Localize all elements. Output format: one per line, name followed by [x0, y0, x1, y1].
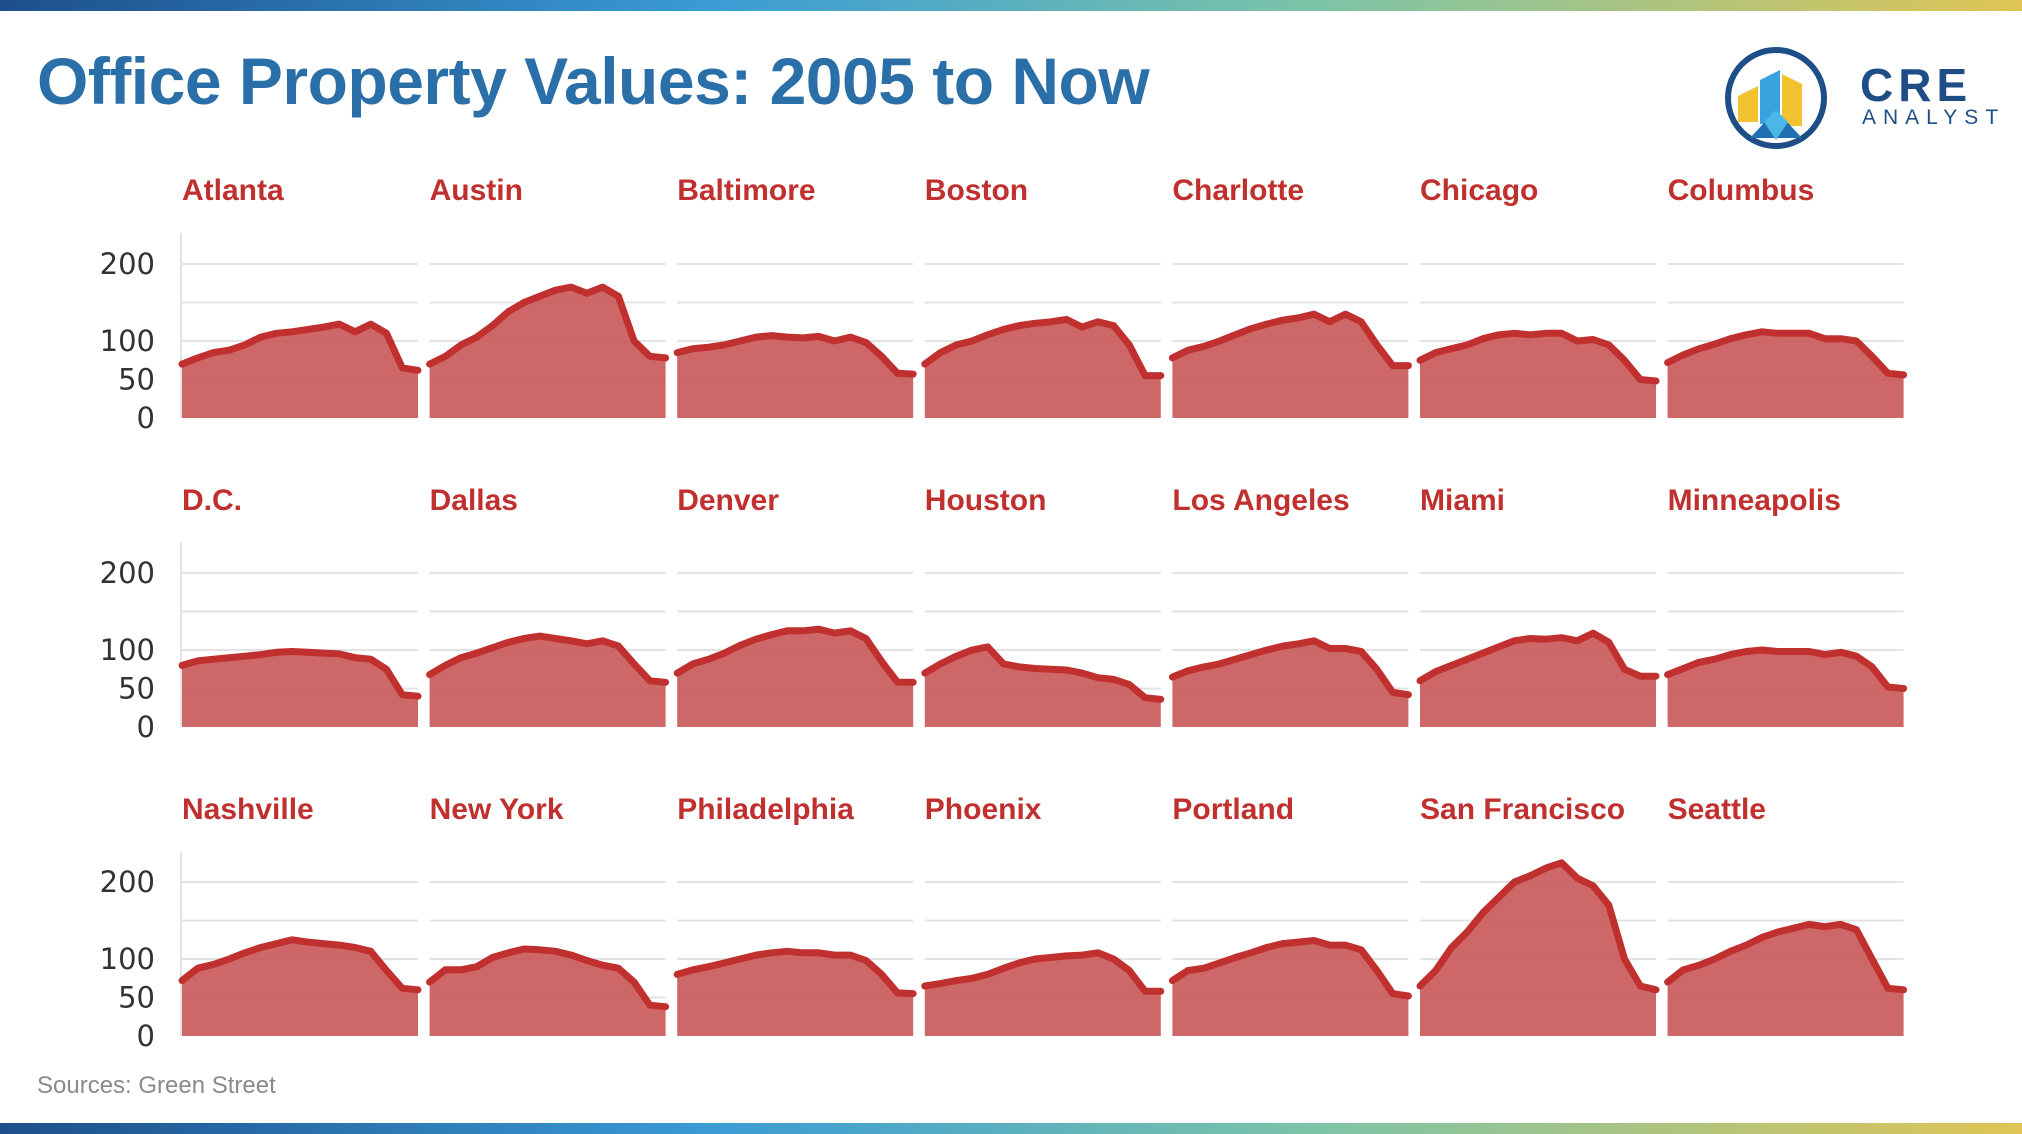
- series-area: [677, 335, 914, 418]
- series-line: [1168, 937, 1412, 1000]
- logo-mark-icon: [1725, 47, 1827, 149]
- panel-title: Denver: [677, 484, 779, 517]
- panel-title: San Francisco: [1420, 793, 1625, 826]
- y-tick-label: 200: [100, 865, 155, 899]
- page-title: Office Property Values: 2005 to Now: [37, 44, 1150, 118]
- y-tick-label: 200: [100, 556, 155, 590]
- panel-title: Columbus: [1668, 174, 1815, 207]
- series-line: [921, 949, 1165, 995]
- series-area: [1420, 333, 1656, 418]
- series-line: [426, 945, 670, 1011]
- series-area: [1667, 924, 1904, 1036]
- source-note: Sources: Green Street: [37, 1072, 276, 1099]
- series-area: [677, 951, 914, 1036]
- panel-title: Minneapolis: [1668, 484, 1841, 517]
- series-line: [921, 643, 1165, 703]
- series-line: [178, 936, 422, 994]
- series-area: [924, 646, 1161, 727]
- series-line: [1664, 328, 1908, 379]
- y-tick-label: 50: [118, 981, 155, 1015]
- series-area: [924, 319, 1161, 418]
- panel-title: Houston: [925, 484, 1047, 517]
- series-area: [924, 952, 1161, 1036]
- series-area: [1667, 331, 1904, 418]
- panel-title: Nashville: [182, 793, 314, 826]
- y-tick-label: 200: [100, 247, 155, 281]
- series-area: [677, 629, 914, 727]
- y-tick-label: 100: [100, 942, 155, 976]
- series-line: [1664, 920, 1908, 994]
- y-tick-label: 100: [100, 324, 155, 358]
- series-line: [673, 332, 917, 378]
- series-area: [1172, 640, 1409, 727]
- panel-title: Atlanta: [182, 174, 284, 207]
- series-area: [429, 636, 666, 727]
- panel-title: D.C.: [182, 484, 242, 517]
- series-area: [1172, 940, 1409, 1036]
- series-line: [178, 320, 422, 374]
- y-tick-label: 0: [137, 1019, 155, 1053]
- series-line: [673, 947, 917, 998]
- panel-title: New York: [430, 793, 564, 826]
- y-tick-label: 50: [118, 363, 155, 397]
- panel-title: Dallas: [430, 484, 518, 517]
- panel-title: Boston: [925, 174, 1028, 207]
- series-area: [1420, 862, 1656, 1036]
- panel-title: Philadelphia: [677, 793, 854, 826]
- y-tick-label: 100: [100, 633, 155, 667]
- logo-text-primary: CRE: [1860, 59, 1973, 111]
- panel-title: Los Angeles: [1172, 484, 1349, 517]
- series-area: [1420, 633, 1656, 727]
- y-tick-label: 0: [137, 710, 155, 744]
- panel-title: Portland: [1172, 793, 1294, 826]
- series-area: [1172, 314, 1409, 418]
- y-tick-label: 0: [137, 401, 155, 435]
- series-line: [426, 632, 670, 686]
- panel-title: Austin: [430, 174, 523, 207]
- series-area: [182, 324, 418, 418]
- panel-title: Seattle: [1668, 793, 1766, 826]
- panel-title: Phoenix: [925, 793, 1042, 826]
- series-area: [182, 651, 418, 727]
- bottom-stripe: [0, 1123, 2022, 1134]
- series-line: [178, 648, 422, 700]
- panel-title: Miami: [1420, 484, 1505, 517]
- panel-title: Baltimore: [677, 174, 815, 207]
- brand-logo: CRE ANALYST: [1722, 44, 2002, 154]
- series-line: [1416, 629, 1660, 685]
- series-line: [673, 625, 917, 686]
- panel-title: Charlotte: [1172, 174, 1304, 207]
- top-stripe: [0, 0, 2022, 11]
- series-line: [426, 283, 670, 368]
- panel-title: Chicago: [1420, 174, 1538, 207]
- series-line: [1664, 646, 1908, 692]
- series-area: [429, 949, 666, 1036]
- series-area: [182, 939, 418, 1036]
- series-line: [1416, 329, 1660, 385]
- series-area: [1667, 650, 1904, 727]
- y-tick-label: 50: [118, 672, 155, 706]
- logo-text-secondary: ANALYST: [1862, 106, 2006, 129]
- series-line: [921, 315, 1165, 380]
- series-area: [429, 287, 666, 418]
- series-line: [1168, 310, 1412, 370]
- series-line: [1168, 637, 1412, 699]
- series-line: [1416, 859, 1660, 994]
